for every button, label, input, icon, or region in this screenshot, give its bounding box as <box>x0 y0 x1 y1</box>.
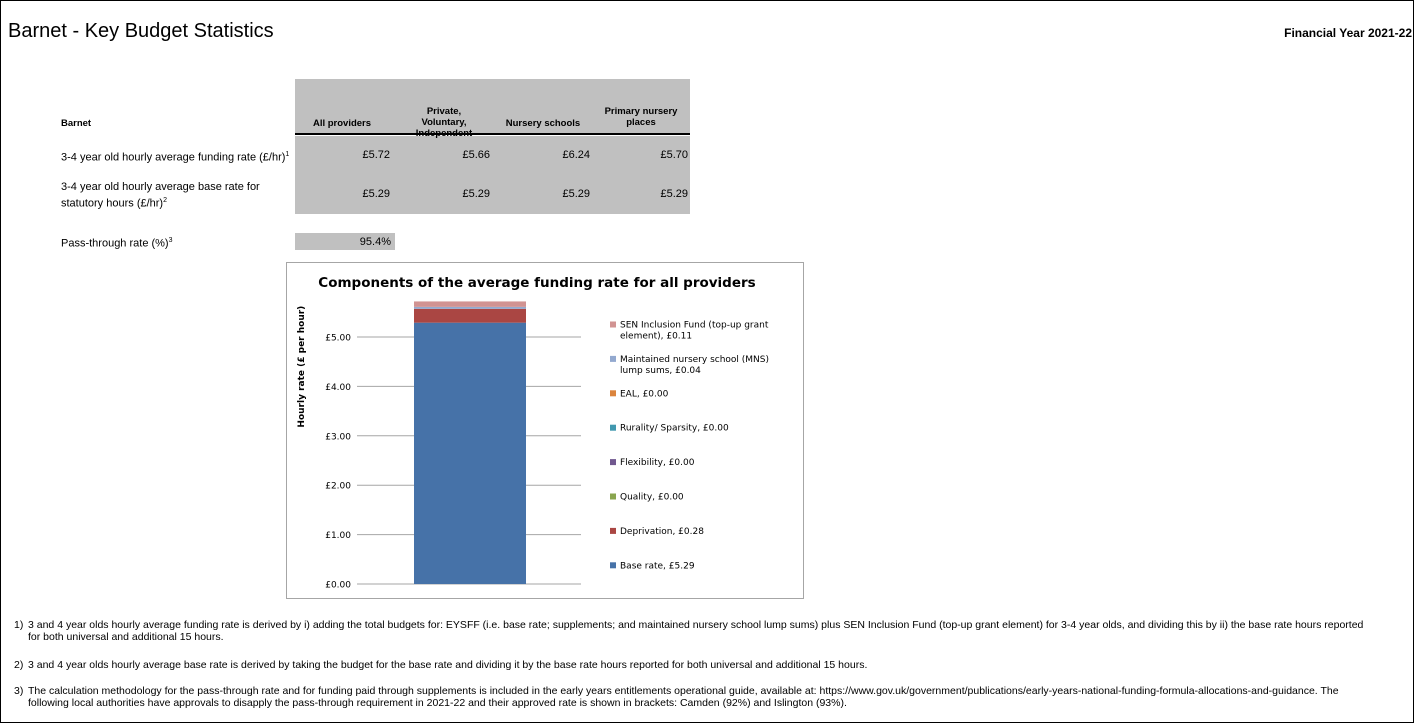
row-label-pass-through-text: Pass-through rate (%) <box>61 237 169 250</box>
footnote-1-text: 3 and 4 year olds hourly average funding… <box>28 619 1364 643</box>
footnote-3: 3) The calculation methodology for the pa… <box>14 685 1394 709</box>
y-tick-label-2: £2.00 <box>325 482 351 492</box>
cell-base-nursery: £5.29 <box>562 188 590 200</box>
page-title: Barnet - Key Budget Statistics <box>8 20 274 42</box>
footnote-3-text: The calculation methodology for the pass… <box>28 685 1339 709</box>
cell-base-primary: £5.29 <box>660 188 688 200</box>
cell-funding-nursery: £6.24 <box>562 149 590 161</box>
row-label-pass-through: Pass-through rate (%)3 <box>61 234 173 251</box>
col-header-all-providers: All providers <box>312 118 372 129</box>
footnote-1-num: 1) <box>14 619 24 631</box>
y-tick-label-4: £4.00 <box>325 383 351 393</box>
legend-swatch-4 <box>610 459 616 466</box>
bar-segment-7 <box>414 301 526 307</box>
y-tick-label-1: £1.00 <box>325 531 351 541</box>
legend-label-6: Deprivation, £0.28 <box>620 527 704 537</box>
chart-y-axis-label: Hourly rate (£ per hour) <box>297 306 307 428</box>
funding-components-chart: Components of the average funding rate f… <box>286 262 804 599</box>
bar-segment-1 <box>414 308 526 323</box>
legend-swatch-7 <box>610 562 616 569</box>
footnote-ref-2: 2 <box>163 197 167 204</box>
footnote-ref-3: 3 <box>168 237 173 244</box>
legend-swatch-5 <box>610 493 616 500</box>
legend-label-1: Maintained nursery school (MNS) lump sums… <box>620 355 769 376</box>
footnote-ref-1: 1 <box>285 151 290 158</box>
table-row-header: Barnet <box>61 118 92 129</box>
financial-year: Financial Year 2021-22 <box>1284 26 1412 40</box>
legend-swatch-3 <box>610 424 616 431</box>
col-header-nursery-schools: Nursery schools <box>505 118 581 129</box>
chart-title: Components of the average funding rate f… <box>318 275 755 291</box>
row-label-funding-rate: 3-4 year old hourly average funding rate… <box>61 148 291 165</box>
footnote-3-num: 3) <box>14 685 24 697</box>
table-body-bg <box>295 136 690 214</box>
row-label-base-rate: 3-4 year old hourly average base rate fo… <box>61 180 291 211</box>
legend-label-7: Base rate, £5.29 <box>620 561 695 571</box>
cell-funding-primary: £5.70 <box>660 149 688 161</box>
y-tick-label-0: £0.00 <box>325 581 351 591</box>
pass-through-bg <box>295 233 395 250</box>
col-header-pvi: Private, Voluntary, Independent <box>415 106 473 139</box>
footnote-2-text: 3 and 4 year olds hourly average base ra… <box>28 659 868 671</box>
table-header-rule <box>295 133 690 135</box>
legend-label-4: Flexibility, £0.00 <box>620 458 695 468</box>
cell-pass-through: 95.4% <box>359 236 391 248</box>
bar-segment-0 <box>414 322 526 584</box>
col-header-primary-nursery: Primary nursery places <box>604 106 678 128</box>
footnote-2: 2) 3 and 4 year olds hourly average base … <box>14 659 1394 671</box>
footnote-1: 1) 3 and 4 year olds hourly average fundi… <box>14 619 1394 643</box>
legend-swatch-1 <box>610 355 616 362</box>
y-tick-label-3: £3.00 <box>325 432 351 442</box>
footnote-2-num: 2) <box>14 659 24 671</box>
chart-svg: Components of the average funding rate f… <box>297 275 769 591</box>
y-tick-label-5: £5.00 <box>325 334 351 344</box>
table-header-bg <box>295 79 690 134</box>
row-label-base-rate-text: 3-4 year old hourly average base rate fo… <box>61 181 260 210</box>
legend-label-3: Rurality/ Sparsity, £0.00 <box>620 424 729 434</box>
cell-base-all: £5.29 <box>362 188 390 200</box>
cell-base-pvi: £5.29 <box>462 188 490 200</box>
legend-swatch-2 <box>610 390 616 397</box>
cell-funding-pvi: £5.66 <box>462 149 490 161</box>
legend-label-0: SEN Inclusion Fund (top-up grant element)… <box>620 321 769 342</box>
legend-label-5: Quality, £0.00 <box>620 493 684 503</box>
cell-funding-all: £5.72 <box>362 149 390 161</box>
legend-label-2: EAL, £0.00 <box>620 389 669 399</box>
row-label-funding-rate-text: 3-4 year old hourly average funding rate… <box>61 151 286 164</box>
legend-swatch-0 <box>610 321 616 328</box>
bar-segment-6 <box>414 306 526 309</box>
legend-swatch-6 <box>610 527 616 534</box>
